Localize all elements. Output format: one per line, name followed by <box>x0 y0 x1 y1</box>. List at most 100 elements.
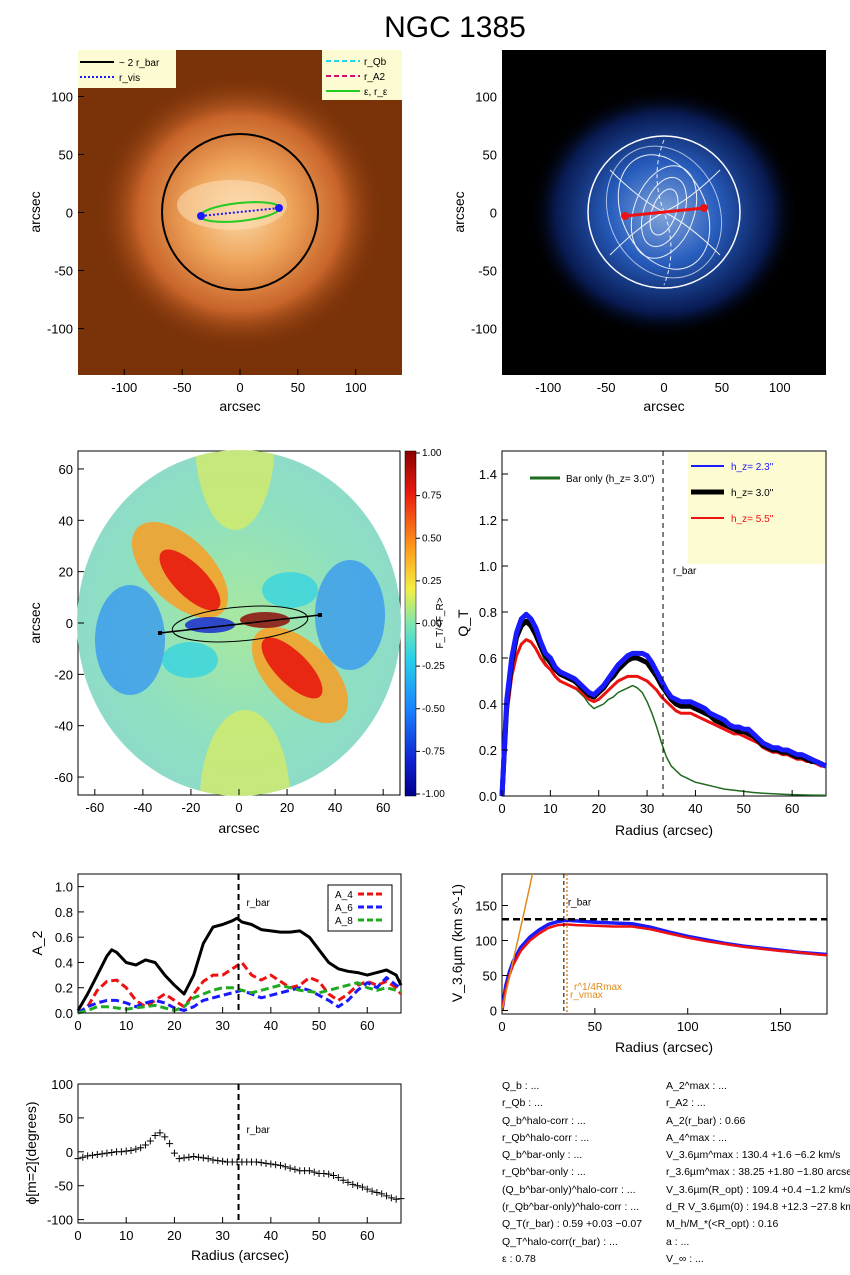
colorbar-tick-label: -1.00 <box>422 789 445 800</box>
param-qb-halo: Q_b^halo-corr : ... <box>502 1114 586 1127</box>
panel-fourier-amplitudes: r_bar A_4 A_6 A_8 A_2 0 10 20 30 40 50 60 0.00… <box>29 873 403 1033</box>
panel-force-map: 1.00 0.75 0.50 0.25 0.00 -0.25 -0.50 -0.75 -1.00… <box>27 448 446 836</box>
x-tick-label: 0 <box>660 380 667 395</box>
panel6-xticks: 0 50 100 150 <box>498 1008 791 1034</box>
y-tick-label: -50 <box>478 264 497 279</box>
rbar-label: r_bar <box>673 566 697 577</box>
panel7-xticks: 0 10 20 30 40 50 60 <box>74 1217 374 1243</box>
param-qb-bar-only: Q_b^bar-only : ... <box>502 1149 583 1162</box>
x-tick-label: 60 <box>785 801 799 816</box>
panel3-ylabel: arcsec <box>27 602 43 643</box>
x-tick-label: 0 <box>74 1228 81 1243</box>
phase-point <box>180 1154 188 1162</box>
panel-qt-profile: r_bar Bar only (h_z= 3.0'') h_z= 2.3'' h… <box>455 450 828 838</box>
legend-eps-label: ε, r_ε <box>364 87 388 98</box>
param-qt-halo-rbar: Q_T^halo-corr(r_bar) : ... <box>502 1235 618 1248</box>
phase-point <box>320 1170 328 1177</box>
colorbar-tick-label: 0.75 <box>422 491 442 502</box>
x-tick-label: 50 <box>291 380 305 395</box>
x-tick-label: 100 <box>677 1019 699 1034</box>
x-tick-label: 50 <box>312 1228 326 1243</box>
phase-point <box>127 1146 135 1154</box>
x-tick-label: 20 <box>280 800 294 815</box>
phase-point <box>214 1157 222 1165</box>
phase-point <box>392 1195 400 1203</box>
legend-hz2-label: h_z= 3.0'' <box>731 488 774 499</box>
rbar-label: r_bar <box>247 898 271 909</box>
legend-2rbar-label: ~ 2 r_bar <box>119 58 160 69</box>
y-tick-label: 0.0 <box>479 789 497 804</box>
y-tick-label: 0 <box>490 206 497 221</box>
phase-point <box>199 1154 207 1162</box>
amplitude-line-3 <box>77 981 402 1015</box>
colorbar <box>404 450 417 797</box>
y-tick-label: 150 <box>475 899 497 914</box>
y-tick-label: 0 <box>66 206 73 221</box>
phase-point <box>397 1195 405 1203</box>
y-tick-label: 1.2 <box>479 513 497 528</box>
y-tick-label: 0.8 <box>55 905 73 920</box>
x-tick-label: -100 <box>535 380 561 395</box>
amplitude-line-0 <box>76 916 403 1012</box>
bar-ellipse <box>171 605 309 643</box>
plot-frame <box>501 873 828 1015</box>
x-tick-label: -40 <box>133 800 152 815</box>
phase-point <box>310 1168 318 1176</box>
x-tick-label: -50 <box>597 380 616 395</box>
param-a4max: A_4^max : ... <box>666 1131 727 1144</box>
phase-point <box>291 1165 299 1173</box>
phase-point <box>132 1145 140 1153</box>
panel6-yticks: 0 50 100 150 <box>475 899 508 1019</box>
velocity-series <box>502 874 827 1011</box>
annot-r14: r^1/4Rmax <box>574 982 622 993</box>
panel5-xticks: 0 10 20 30 40 50 60 <box>74 1007 374 1033</box>
phase-point <box>122 1147 130 1155</box>
x-tick-label: 40 <box>264 1228 278 1243</box>
x-tick-label: 60 <box>360 1228 374 1243</box>
phase-point <box>305 1167 313 1175</box>
phase-point <box>383 1192 391 1200</box>
phase-point <box>334 1174 342 1182</box>
x-tick-label: 20 <box>167 1018 181 1033</box>
colorbar-tick-label: 0.25 <box>422 576 442 587</box>
x-tick-label: 40 <box>688 801 702 816</box>
y-tick-label: -100 <box>47 1213 73 1228</box>
panel6-ylabel: V_3.6µm (km s^-1) <box>449 884 465 1002</box>
y-tick-label: 100 <box>475 89 497 104</box>
phase-point <box>108 1148 116 1156</box>
param-a: a : ... <box>666 1235 690 1248</box>
bar-line <box>624 206 705 218</box>
x-tick-label: 0 <box>236 380 243 395</box>
x-tick-label: 20 <box>591 801 605 816</box>
phase-point <box>286 1164 294 1172</box>
panel4-yticks: 0.0 0.2 0.4 0.6 0.8 1.0 1.2 1.4 <box>479 467 508 804</box>
phase-point <box>137 1144 145 1152</box>
panel-galaxy-image: ~ 2 r_bar r_vis r_Qb r_A2 ε, r_ε arcsec … <box>27 50 402 414</box>
y-tick-label: 0.2 <box>479 743 497 758</box>
x-tick-label: 0 <box>235 800 242 815</box>
two-rbar-circle <box>161 133 319 291</box>
x-tick-label: -20 <box>182 800 201 815</box>
y-tick-label: 0.4 <box>479 697 497 712</box>
param-rqb-bar-only: r_Qb^bar-only : ... <box>502 1166 586 1179</box>
param-rqb-bar-only-halo: (r_Qb^bar-only)^halo-corr : ... <box>502 1201 640 1214</box>
phase-point <box>141 1141 149 1149</box>
phase-point <box>368 1187 376 1195</box>
y-tick-label: 0 <box>66 616 73 631</box>
phase-point <box>175 1155 183 1163</box>
colorbar-tick-label: 1.00 <box>422 448 442 459</box>
panel7-yticks: 100 50 0 -50 -100 <box>47 1077 84 1228</box>
x-tick-label: 60 <box>376 800 390 815</box>
legend-left-box <box>78 50 176 88</box>
figure-title: NGC 1385 <box>384 11 526 44</box>
bar-axis-line <box>159 614 321 634</box>
colorbar-tick-label: -0.75 <box>422 746 445 757</box>
param-qt-rbar: Q_T(r_bar) : 0.59 +0.03 −0.07 <box>502 1218 643 1231</box>
colorbar-tick-label: -0.50 <box>422 704 445 715</box>
series-line-0 <box>499 611 828 797</box>
y-tick-label: 100 <box>475 934 497 949</box>
phase-point <box>151 1132 159 1140</box>
x-tick-label: 10 <box>119 1018 133 1033</box>
